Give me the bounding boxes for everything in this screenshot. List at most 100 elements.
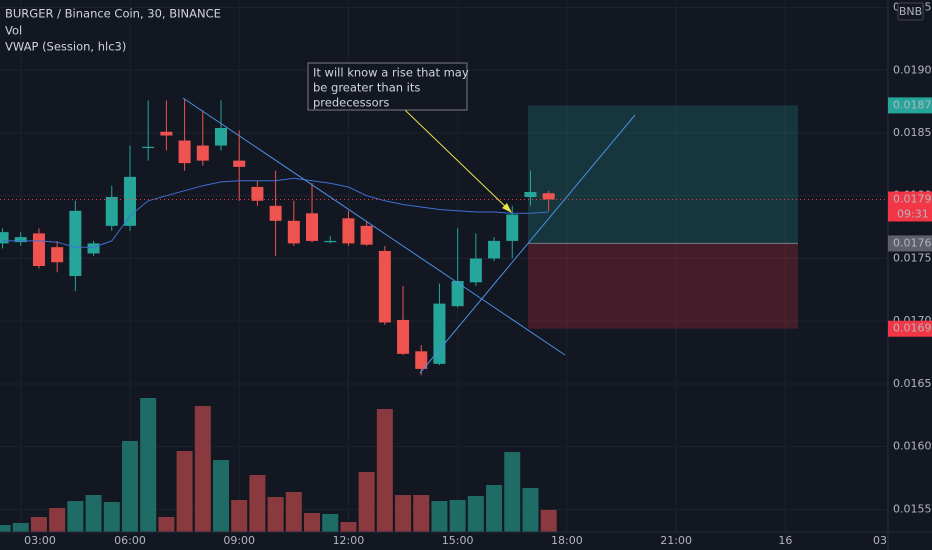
annotation: It will know a rise that may be greater …	[313, 66, 469, 110]
candle-body	[451, 281, 464, 307]
volume-bar	[176, 451, 193, 532]
profit-zone	[528, 105, 798, 244]
candle-body	[0, 232, 9, 244]
stop-price-badge	[888, 320, 932, 337]
annotation-line: be greater than its	[313, 81, 420, 95]
x-tick-label: 03	[873, 534, 887, 547]
candle-body	[433, 303, 446, 364]
volume-bar	[395, 495, 412, 532]
position-tool	[528, 105, 798, 329]
volume-bar	[140, 398, 157, 532]
candle-body	[105, 196, 118, 226]
volume-bar	[486, 485, 503, 532]
volume	[0, 398, 557, 532]
volume-bar	[467, 496, 484, 532]
candle-body	[69, 210, 82, 277]
candle-body	[324, 240, 337, 243]
candle-body	[306, 213, 319, 241]
volume-bar	[121, 441, 138, 532]
last-price-badge	[888, 191, 932, 208]
currency-badge[interactable]	[897, 2, 924, 21]
candle-body	[214, 127, 227, 146]
trend-line	[182, 97, 566, 356]
volume-bar	[522, 488, 539, 532]
x-tick-label: 15:00	[442, 534, 474, 547]
x-tick-label: 09:00	[223, 534, 255, 547]
volume-bar	[340, 522, 357, 532]
indicator-label[interactable]: Vol	[5, 24, 22, 38]
volume-bar	[267, 497, 284, 532]
candle-body	[160, 131, 173, 136]
volume-bar	[431, 501, 448, 532]
volume-bar	[67, 501, 84, 532]
candle-body	[269, 205, 282, 221]
axes: 0.015500.016000.016500.017000.017500.018…	[24, 1, 932, 547]
x-tick-label: 18:00	[551, 534, 583, 547]
time-axis	[0, 532, 932, 550]
volume-bar	[376, 409, 393, 532]
x-tick-label: 06:00	[114, 534, 146, 547]
stop-price: 0.01694	[893, 322, 932, 335]
annotation-line: It will know a rise that may	[313, 66, 469, 80]
candle-body	[506, 214, 519, 241]
target-price: 0.01872	[893, 98, 932, 111]
annotation-box	[307, 62, 468, 111]
x-tick-label: 03:00	[24, 534, 56, 547]
volume-bar	[0, 525, 11, 532]
candle-body	[360, 225, 373, 245]
candle-body	[251, 186, 264, 201]
candle-body	[415, 351, 428, 369]
candle-body	[178, 140, 191, 164]
indicator-label[interactable]: VWAP (Session, hlc3)	[5, 40, 126, 54]
countdown-badge	[888, 207, 932, 222]
candle-body	[524, 191, 537, 197]
volume-bar	[30, 517, 47, 532]
volume-bar	[449, 500, 466, 532]
candle-body	[469, 258, 482, 283]
annotation-arrow	[404, 109, 510, 211]
volume-bar	[49, 508, 66, 532]
volume-bar	[12, 523, 29, 532]
volume-bar	[304, 513, 321, 532]
symbol-title[interactable]: BURGER / Binance Coin, 30, BINANCE	[5, 7, 221, 21]
entry-price: 0.01762	[893, 236, 932, 249]
x-tick-label: 21:00	[660, 534, 692, 547]
candle-body	[51, 247, 64, 263]
candle-body	[342, 218, 355, 244]
volume-bar	[504, 452, 521, 532]
candle-body	[378, 250, 391, 323]
loss-zone	[528, 243, 798, 329]
x-tick-label: 16	[778, 534, 792, 547]
volume-bar	[212, 460, 229, 532]
candle-body	[32, 233, 45, 266]
target-price-badge	[888, 97, 932, 114]
currency: BNB	[899, 5, 922, 18]
candles	[0, 99, 888, 376]
candle-body	[233, 160, 246, 167]
volume-bar	[231, 500, 248, 532]
volume-bar	[249, 475, 266, 532]
volume-bar	[413, 495, 430, 532]
volume-bar	[322, 514, 339, 532]
volume-bar	[194, 406, 211, 532]
volume-bar	[158, 517, 175, 532]
candle-body	[397, 319, 410, 354]
candle-body	[542, 193, 555, 200]
entry-price-badge	[888, 235, 932, 252]
vwap-line	[2, 177, 549, 248]
arrow-head	[502, 203, 512, 213]
candle-body	[14, 237, 27, 243]
volume-bar	[285, 492, 302, 532]
candle-body	[287, 220, 300, 244]
candle-body	[142, 146, 155, 149]
x-tick-label: 12:00	[333, 534, 365, 547]
volume-bar	[103, 502, 120, 532]
volume-bar	[85, 495, 102, 532]
candle-body	[196, 145, 209, 161]
